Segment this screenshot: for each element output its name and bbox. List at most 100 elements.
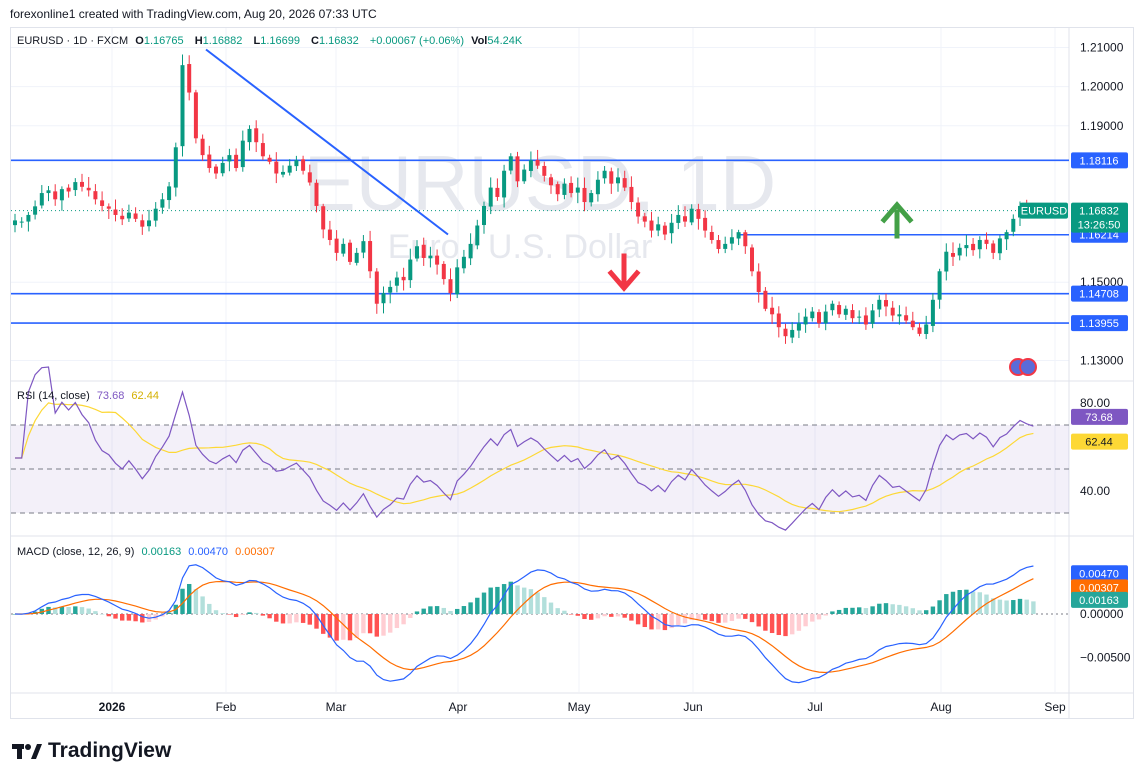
macd-histogram-bar xyxy=(59,606,65,614)
candle-body xyxy=(930,299,935,326)
macd-histogram-bar xyxy=(247,612,252,614)
level-price-tag-text: 1.13955 xyxy=(1079,318,1119,330)
macd-histogram-bar xyxy=(481,592,487,614)
macd-histogram-bar xyxy=(508,581,513,614)
change-value: +0.00067 (+0.06%) xyxy=(369,35,464,47)
candle-body xyxy=(977,239,982,250)
macd-histogram-bar xyxy=(522,587,527,614)
trendline xyxy=(205,48,449,236)
high-value: 1.16882 xyxy=(202,35,243,47)
macd-histogram-bar xyxy=(73,606,78,614)
macd-histogram-bar xyxy=(863,608,869,614)
macd-histogram-bar xyxy=(207,603,212,614)
macd-histogram-bar xyxy=(374,614,379,637)
candle-body xyxy=(991,243,996,253)
level-price-tag-text: 1.18116 xyxy=(1080,155,1119,167)
macd-histogram-bar xyxy=(548,602,554,614)
candle-body xyxy=(147,220,151,227)
macd-histogram-bar xyxy=(769,614,775,634)
candle-body xyxy=(709,231,714,240)
macd-hist-value: 0.00163 xyxy=(141,546,182,558)
candle-body xyxy=(957,247,962,256)
macd-histogram-bar xyxy=(267,614,272,619)
candle-body xyxy=(850,310,855,319)
macd-histogram-bar xyxy=(240,614,245,616)
macd-histogram-bar xyxy=(756,614,761,627)
macd-name[interactable]: MACD (close, 12, 26, 9) xyxy=(17,546,135,558)
last-price-tag: 1.16832 13:26:50 xyxy=(1071,202,1128,233)
macd-histogram-bar xyxy=(850,607,855,614)
macd-histogram-bar xyxy=(133,614,138,622)
macd-histogram-bar xyxy=(709,614,714,622)
rsi-line xyxy=(15,366,1034,531)
countdown-tag-text: 13:26:50 xyxy=(1078,220,1121,232)
rsi-ma-value-tag-text: 62.44 xyxy=(1085,437,1113,449)
macd-histogram-bar xyxy=(307,614,312,625)
candle-body xyxy=(683,216,687,222)
tradingview-logo-icon xyxy=(12,741,42,761)
candle-body xyxy=(287,165,292,173)
candle-body xyxy=(368,241,373,272)
rsi-value-tag: 73.68 xyxy=(1071,408,1128,425)
macd-histogram-bar xyxy=(790,614,795,635)
rsi-axis-label: 40.00 xyxy=(1080,484,1110,498)
candle-body xyxy=(294,160,299,167)
tradingview-logo[interactable]: TradingView xyxy=(12,739,171,763)
candle-body xyxy=(227,155,232,162)
candle-body xyxy=(321,206,326,230)
macd-histogram-bar xyxy=(917,610,922,614)
rsi-axis-label: 80.00 xyxy=(1080,396,1110,410)
rsi-name[interactable]: RSI (14, close) xyxy=(17,390,90,402)
macd-histogram-bar xyxy=(843,607,848,614)
macd-histogram-bar xyxy=(609,614,614,617)
macd-histogram-bar xyxy=(347,614,353,641)
candle-body xyxy=(857,316,862,318)
candle-body xyxy=(522,169,527,182)
candle-body xyxy=(810,311,815,319)
candle-body xyxy=(897,314,902,317)
macd-histogram-bar xyxy=(294,614,299,623)
macd-histogram-bar xyxy=(233,614,239,618)
candle-body xyxy=(555,184,560,195)
macd-histogram-bar xyxy=(682,614,688,624)
macd-histogram-bar xyxy=(857,607,862,614)
macd-histogram-bar xyxy=(803,614,808,627)
candle-body xyxy=(348,242,352,262)
macd-signal-line xyxy=(15,578,1034,674)
chart-frame xyxy=(10,27,1134,719)
macd-histogram-bar xyxy=(428,606,433,614)
macd-histogram-bar xyxy=(220,613,225,614)
green-up-arrow-icon xyxy=(880,201,914,239)
time-axis-label: Aug xyxy=(930,700,951,714)
macd-legend: MACD (close, 12, 26, 9) 0.00163 0.00470 … xyxy=(17,546,279,558)
candle-body xyxy=(254,128,259,143)
macd-histogram-bar xyxy=(300,614,306,623)
macd-histogram-bar xyxy=(79,607,85,614)
macd-histogram-bar xyxy=(649,614,654,630)
macd-histogram-bar xyxy=(595,614,601,619)
candle-body xyxy=(267,157,272,162)
candle-body xyxy=(656,224,661,231)
candle-body xyxy=(823,311,828,324)
time-axis-label: Jun xyxy=(683,700,702,714)
candle-body xyxy=(381,293,386,304)
candle-body xyxy=(649,220,654,231)
level-price-tag-text: 1.14708 xyxy=(1079,289,1119,301)
candle-body xyxy=(716,240,721,249)
candle-body xyxy=(26,214,31,222)
symbol-info[interactable]: EURUSD · 1D · FXCM xyxy=(17,35,129,47)
candle-body xyxy=(817,312,821,324)
macd-histogram-bar xyxy=(763,614,768,631)
macd-histogram-bar xyxy=(106,614,111,617)
candle-body xyxy=(609,171,614,184)
macd-value-tag-text: 0.00470 xyxy=(1079,568,1119,580)
candle-body xyxy=(59,189,64,201)
macd-histogram-bar xyxy=(126,614,132,621)
candle-body xyxy=(676,214,681,223)
last-price-tag-background xyxy=(1071,202,1128,233)
macd-histogram-bar xyxy=(696,614,701,620)
level-price-tag-background xyxy=(1071,315,1128,332)
macd-histogram-bar xyxy=(1004,600,1009,614)
macd-histogram-bar xyxy=(227,614,232,615)
